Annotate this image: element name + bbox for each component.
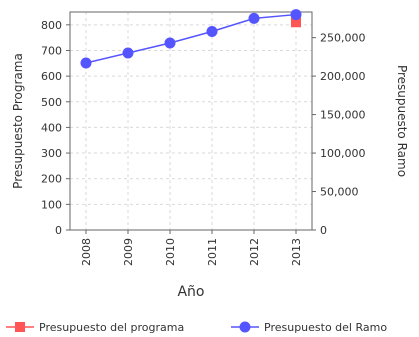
y-left-tick-label: 200 [41,173,62,186]
series-layer [80,9,302,69]
legend: Presupuesto del programa Presupuesto del… [6,321,387,334]
x-tick-label: 2013 [290,238,303,266]
legend-label-ramo: Presupuesto del Ramo [264,321,387,334]
plot-background [70,12,312,230]
x-tick-label: 2010 [164,238,177,266]
series-2-point [164,37,176,49]
series-2-point [206,25,218,37]
y-right-tick-label: 0 [320,224,327,237]
y-axis-left-title: Presupuesto Programa [11,53,25,189]
x-tick-label: 2008 [80,238,93,266]
plot-frame [69,11,313,231]
y-left-tick-label: 700 [41,44,62,57]
legend-item-ramo: Presupuesto del Ramo [231,321,387,334]
x-axis-title: Año [177,284,204,300]
y-left-tick-label: 0 [55,224,62,237]
x-tick-label: 2012 [248,238,261,266]
y-left-tick-label: 800 [41,19,62,32]
legend-marker-programa [15,322,25,332]
series-2-point [122,47,134,59]
left-axis: 0 100 200 300 400 500 600 700 800 [41,19,70,237]
y-right-tick-label: 50,000 [320,186,359,199]
y-left-tick-label: 400 [41,121,62,134]
y-left-tick-label: 600 [41,70,62,83]
x-tick-label: 2011 [206,238,219,266]
legend-item-programa: Presupuesto del programa [6,321,184,334]
x-axis: 2008 2009 2010 2011 2012 2013 [80,230,303,266]
y-left-tick-label: 300 [41,147,62,160]
y-right-tick-label: 250,000 [320,32,366,45]
series-1-point [291,17,301,28]
legend-label-programa: Presupuesto del programa [39,321,184,334]
y-right-tick-label: 150,000 [320,109,366,122]
y-right-tick-label: 100,000 [320,147,366,160]
y-axis-right-title: Presupuesto Ramo [395,65,409,177]
x-tick-label: 2009 [122,238,135,266]
series-2-point [80,57,92,69]
right-axis: 0 50,000 100,000 150,000 200,000 250,000 [312,32,366,237]
series-2-point [290,9,302,21]
y-left-tick-label: 100 [41,198,62,211]
y-left-tick-label: 500 [41,96,62,109]
legend-marker-ramo [239,321,251,333]
series-line-2 [85,13,297,64]
series-2-point [248,12,260,24]
y-right-tick-label: 200,000 [320,70,366,83]
